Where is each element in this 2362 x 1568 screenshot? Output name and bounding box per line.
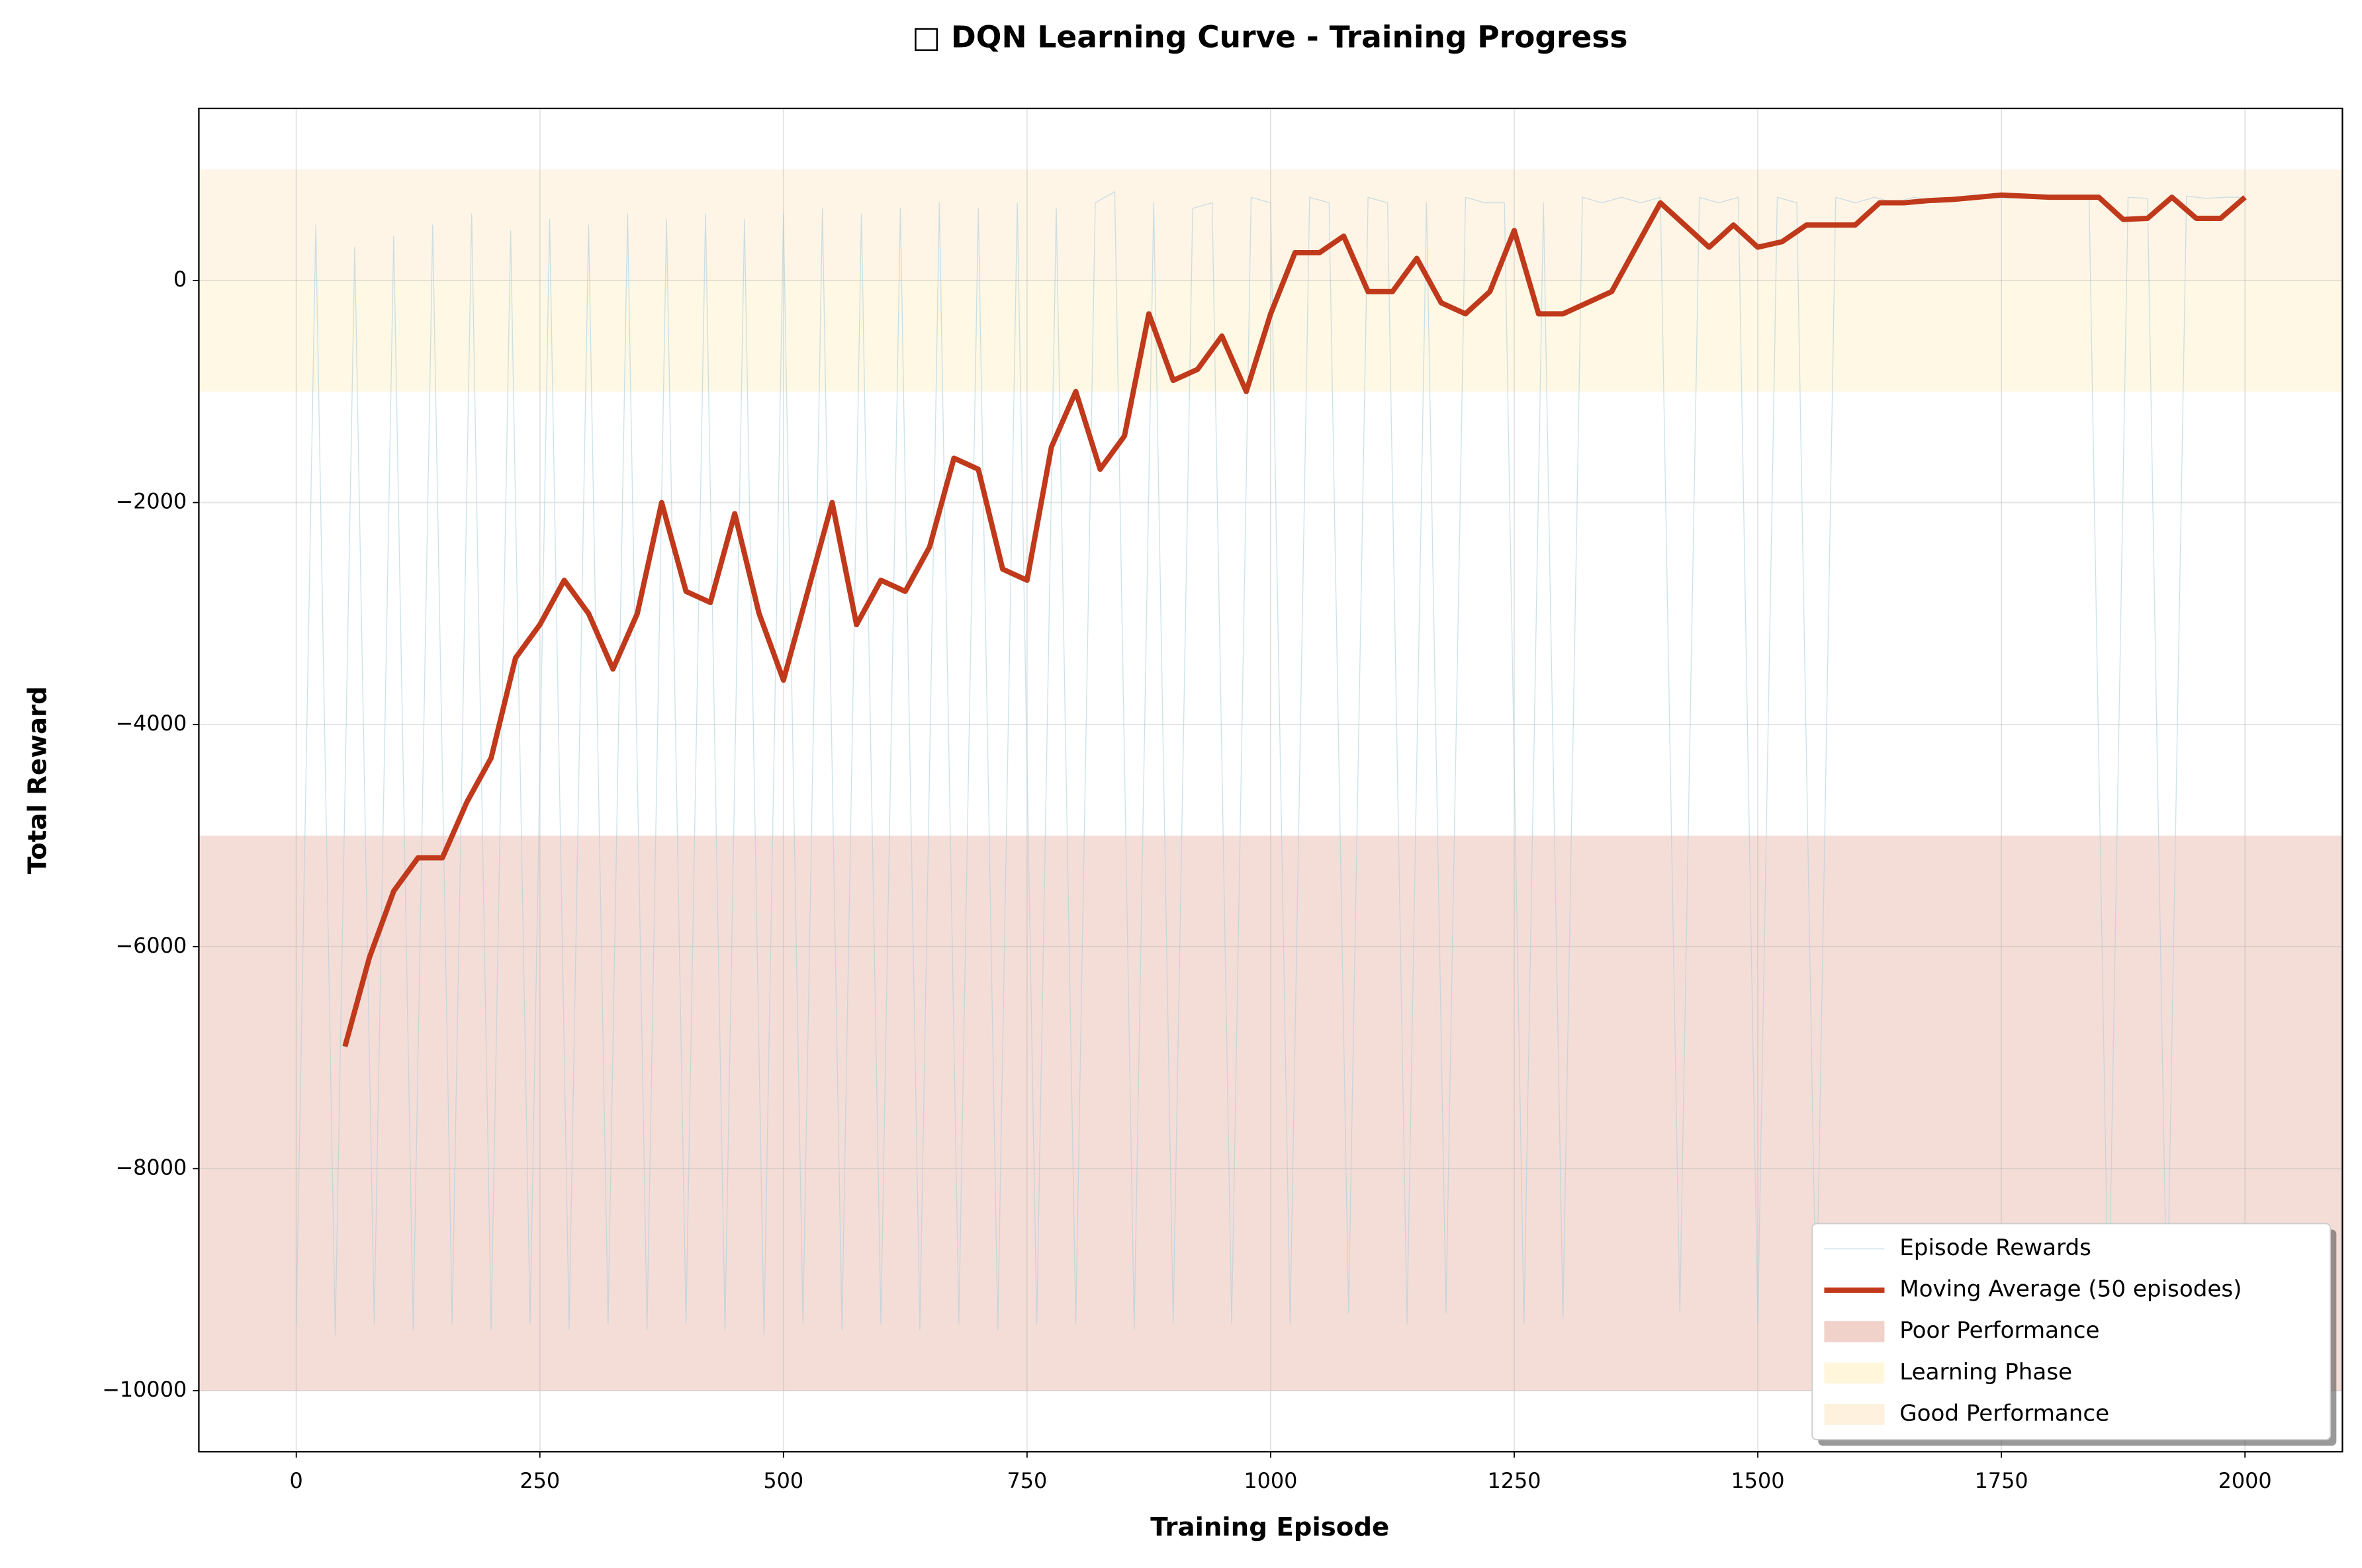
legend-label: Poor Performance	[1899, 1317, 2099, 1344]
band	[199, 281, 2343, 392]
series-line	[295, 191, 2246, 1336]
y-tick-label: −2000	[115, 489, 187, 514]
y-tick-label: −6000	[115, 933, 187, 958]
legend-label: Moving Average (50 episodes)	[1899, 1276, 2242, 1303]
y-tick-label: −10000	[102, 1377, 187, 1402]
x-tick-label: 1750	[1975, 1468, 2028, 1493]
x-tick-label: 1250	[1487, 1468, 1541, 1493]
y-tick-label: −8000	[115, 1154, 187, 1180]
x-tick-label: 1000	[1244, 1468, 1297, 1493]
x-tick-label: 0	[290, 1468, 303, 1493]
x-tick-label: 750	[1007, 1468, 1047, 1493]
x-tick-label: 1500	[1731, 1468, 1785, 1493]
x-tick-label: 250	[520, 1468, 560, 1493]
x-tick-label: 2000	[2218, 1468, 2272, 1493]
legend-label: Good Performance	[1899, 1400, 2109, 1426]
legend-label: Episode Rewards	[1899, 1235, 2091, 1261]
x-axis-label: Training Episode	[1150, 1512, 1389, 1542]
y-axis-label: Total Reward	[23, 686, 53, 874]
legend-swatch	[1824, 1403, 1885, 1425]
legend-label: Learning Phase	[1899, 1359, 2072, 1385]
y-tick-label: −4000	[115, 711, 187, 736]
series-line	[342, 192, 2247, 1047]
legend-swatch	[1824, 1362, 1885, 1384]
legend-swatch	[1824, 1321, 1885, 1342]
plot-frame	[198, 107, 2343, 1453]
y-tick-label: 0	[173, 267, 187, 292]
chart-title: □ DQN Learning Curve - Training Progress	[912, 20, 1627, 55]
x-tick-label: 500	[763, 1468, 803, 1493]
legend-box	[1811, 1223, 2332, 1440]
